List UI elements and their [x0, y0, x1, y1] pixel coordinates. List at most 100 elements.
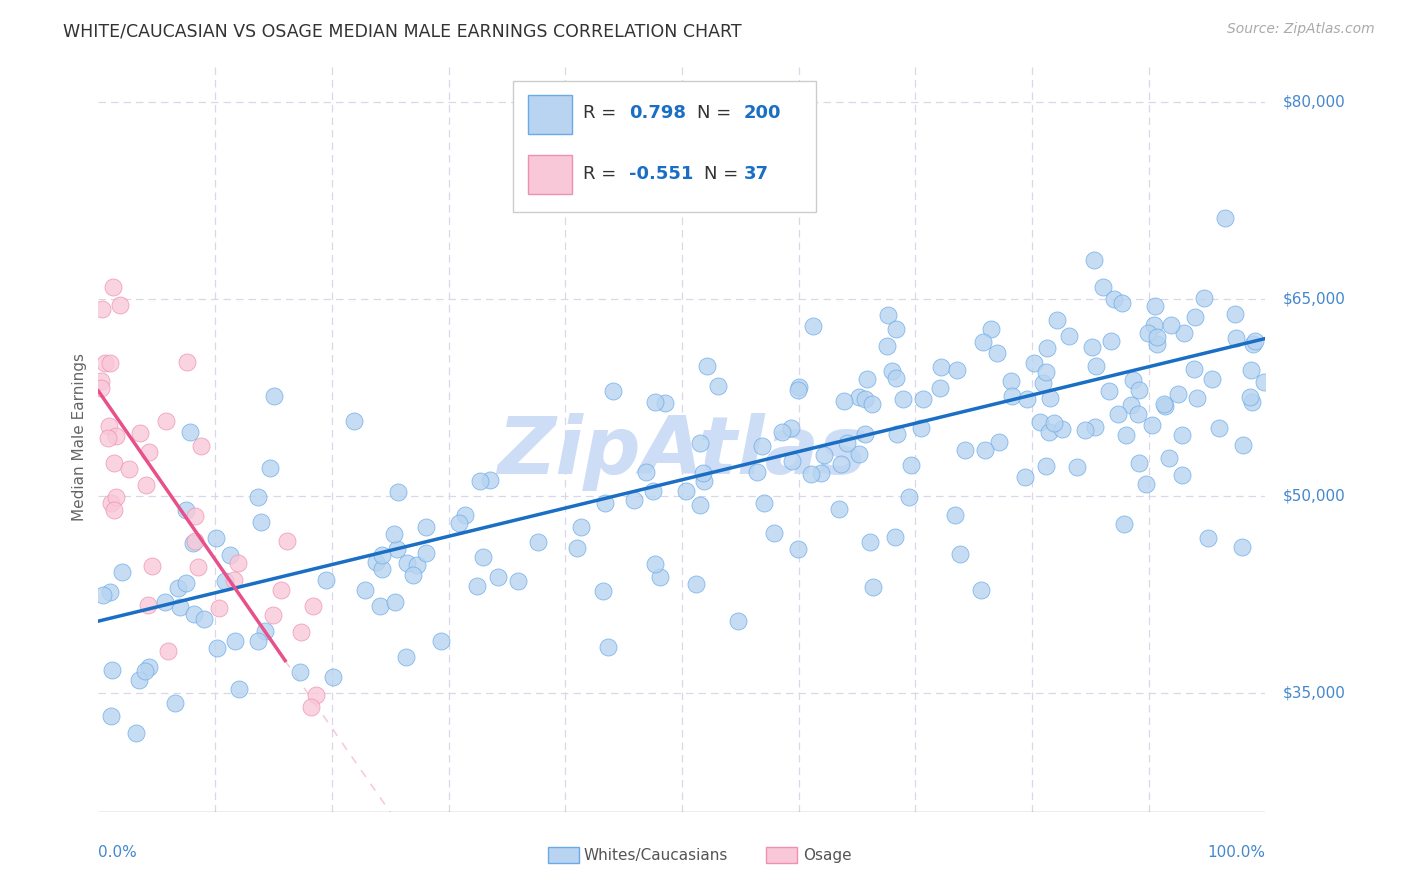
Point	[685, 577, 707, 591]
Point	[747, 465, 769, 479]
Point	[1035, 459, 1057, 474]
Point	[486, 570, 509, 584]
Point	[648, 570, 671, 584]
Point	[900, 458, 922, 472]
Point	[1035, 366, 1057, 380]
Text: 0.0%: 0.0%	[98, 846, 138, 861]
Point	[402, 567, 425, 582]
Point	[181, 536, 204, 550]
Point	[174, 503, 197, 517]
Point	[1201, 372, 1223, 386]
Point	[98, 585, 121, 599]
Point	[176, 355, 198, 369]
Point	[1244, 334, 1267, 348]
Point	[786, 541, 808, 556]
Text: R =: R =	[582, 165, 621, 183]
Point	[105, 491, 128, 505]
Point	[1050, 422, 1073, 436]
Point	[1241, 336, 1264, 351]
Point	[644, 557, 666, 571]
Point	[898, 490, 921, 504]
Point	[101, 663, 124, 677]
Point	[97, 431, 120, 445]
Point	[184, 509, 207, 524]
Point	[382, 526, 405, 541]
Point	[1173, 326, 1195, 340]
Point	[644, 394, 666, 409]
Point	[263, 389, 285, 403]
Point	[1239, 390, 1261, 404]
Point	[980, 322, 1002, 336]
Point	[800, 467, 823, 481]
Point	[598, 640, 620, 654]
Point	[813, 448, 835, 462]
Point	[184, 533, 207, 548]
Point	[860, 397, 883, 411]
Point	[368, 599, 391, 614]
Bar	[527, 154, 572, 194]
Point	[183, 607, 205, 621]
Point	[886, 371, 908, 385]
Point	[136, 598, 159, 612]
Point	[253, 624, 276, 639]
Point	[415, 520, 437, 534]
Point	[1153, 397, 1175, 411]
Point	[429, 634, 451, 648]
Point	[527, 535, 550, 549]
Point	[911, 392, 934, 406]
Point	[949, 547, 972, 561]
Text: ZipAtlas: ZipAtlas	[496, 413, 868, 491]
Point	[387, 485, 409, 500]
Point	[880, 364, 903, 378]
Point	[780, 454, 803, 468]
Point	[166, 581, 188, 595]
Point	[187, 559, 209, 574]
Point	[727, 614, 749, 628]
Point	[105, 428, 128, 442]
Text: $35,000: $35,000	[1282, 686, 1346, 701]
Point	[470, 475, 492, 489]
Point	[1135, 477, 1157, 491]
Point	[465, 579, 488, 593]
Point	[689, 498, 711, 512]
Point	[763, 525, 786, 540]
Point	[1039, 391, 1062, 405]
Point	[270, 582, 292, 597]
Point	[623, 492, 645, 507]
Point	[259, 461, 281, 475]
Point	[103, 503, 125, 517]
Point	[1046, 313, 1069, 327]
Point	[828, 502, 851, 516]
Text: Osage: Osage	[803, 848, 852, 863]
Point	[593, 496, 616, 510]
Point	[780, 421, 803, 435]
Point	[1160, 318, 1182, 332]
Point	[1015, 392, 1038, 406]
Point	[396, 556, 419, 570]
Point	[891, 392, 914, 407]
Point	[1028, 416, 1050, 430]
Point	[835, 436, 858, 450]
Point	[1197, 531, 1219, 545]
Point	[1159, 451, 1181, 466]
Point	[1001, 389, 1024, 403]
Point	[1167, 387, 1189, 401]
Point	[1142, 417, 1164, 432]
Point	[1083, 253, 1105, 268]
Point	[848, 447, 870, 461]
Point	[569, 520, 592, 534]
Point	[862, 580, 884, 594]
Point	[1185, 392, 1208, 406]
Point	[1182, 362, 1205, 376]
Point	[174, 576, 197, 591]
Point	[970, 583, 993, 598]
Point	[832, 394, 855, 409]
Point	[853, 392, 876, 406]
Point	[1170, 428, 1192, 442]
Text: N =: N =	[697, 103, 737, 121]
Point	[204, 531, 226, 545]
Point	[876, 339, 898, 353]
Point	[884, 530, 907, 544]
Point	[1122, 373, 1144, 387]
Point	[141, 558, 163, 573]
